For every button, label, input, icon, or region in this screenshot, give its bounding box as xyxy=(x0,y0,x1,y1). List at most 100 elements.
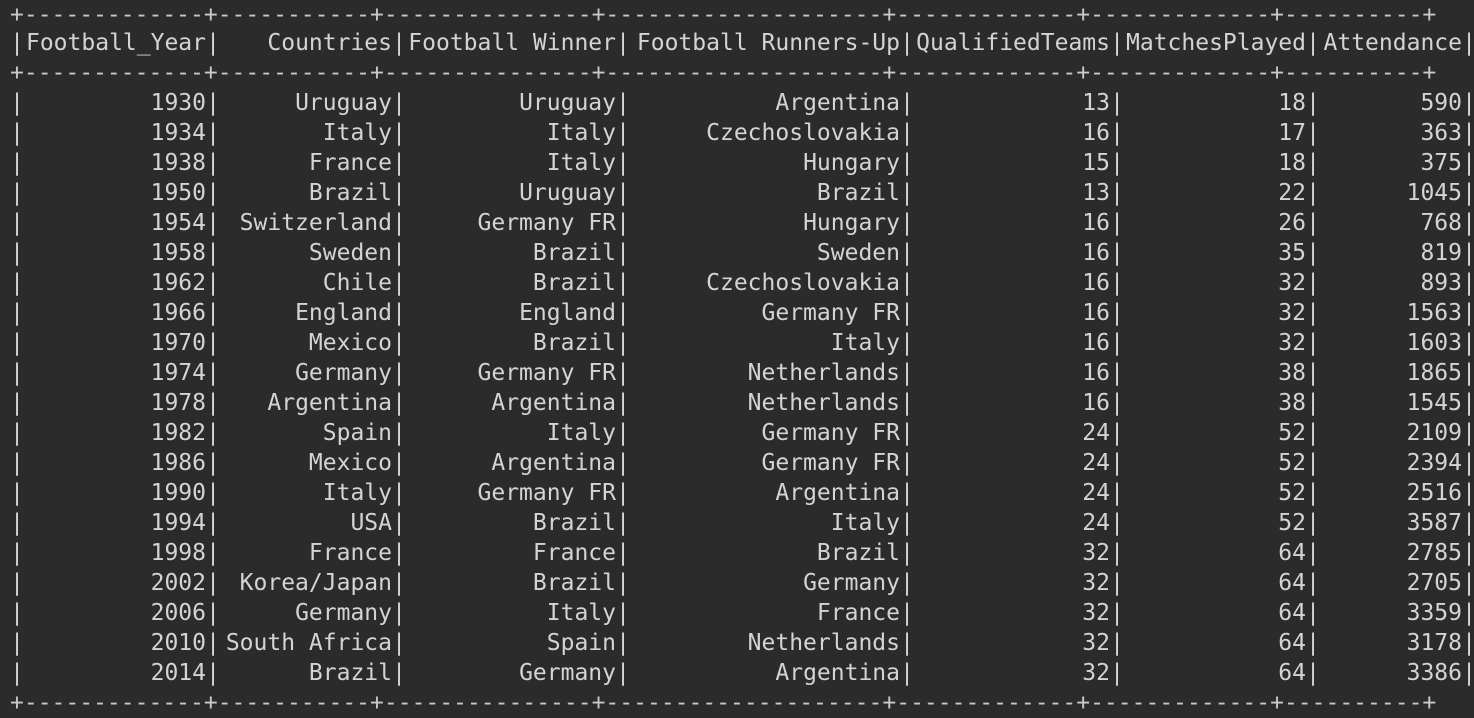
table-border-bottom: +-------------+-----------+-------------… xyxy=(10,690,1437,716)
table-cell: England xyxy=(519,300,616,326)
column-separator: | xyxy=(10,450,24,476)
column-separator: | xyxy=(10,660,24,686)
column-separator: | xyxy=(206,30,220,56)
table-row: | 1950| Brazil| Uruguay| Brazil| 13| 22| 1045| xyxy=(10,178,1474,208)
column-separator: | xyxy=(392,390,406,416)
table-cell: 16 xyxy=(1082,120,1110,146)
table-cell: 16 xyxy=(1082,390,1110,416)
table-border-top: +-------------+-----------+-------------… xyxy=(10,2,1437,28)
column-separator: | xyxy=(10,210,24,236)
column-separator: | xyxy=(1110,30,1124,56)
column-separator: | xyxy=(1110,510,1124,536)
column-separator: | xyxy=(392,510,406,536)
table-cell: France xyxy=(532,540,616,566)
table-cell: 3386 xyxy=(1406,660,1462,686)
column-separator: | xyxy=(1306,210,1320,236)
table-row: | 1970| Mexico| Brazil| Italy| 16| 32| 1603| xyxy=(10,328,1474,358)
column-separator: | xyxy=(1306,570,1320,596)
column-separator: | xyxy=(616,120,630,146)
table-cell: 32 xyxy=(1082,600,1110,626)
column-separator: | xyxy=(616,510,630,536)
column-separator: | xyxy=(1462,630,1474,656)
table-cell: 1994 xyxy=(150,510,206,536)
table-row: | 2002| Korea/Japan| Brazil| Germany| 32| 64| 2… xyxy=(10,568,1474,598)
column-separator: | xyxy=(1306,630,1320,656)
table-cell: Uruguay xyxy=(519,180,616,206)
table-row: | 1990| Italy| Germany FR| Argentina| 24| 52| 2… xyxy=(10,478,1474,508)
column-separator: | xyxy=(616,360,630,386)
table-cell: 1950 xyxy=(150,180,206,206)
column-separator: | xyxy=(1306,360,1320,386)
table-cell: 3359 xyxy=(1406,600,1462,626)
table-cell: 363 xyxy=(1420,120,1462,146)
column-separator: | xyxy=(392,480,406,506)
table-cell: Italy xyxy=(546,420,616,446)
column-separator: | xyxy=(1462,300,1474,326)
table-cell: 17 xyxy=(1278,120,1306,146)
column-separator: | xyxy=(10,120,24,146)
table-cell: France xyxy=(308,150,392,176)
column-separator: | xyxy=(10,600,24,626)
column-separator: | xyxy=(10,630,24,656)
column-separator: | xyxy=(1462,180,1474,206)
column-separator: | xyxy=(1110,450,1124,476)
table-row: | 1994| USA| Brazil| Italy| 24| 52| 3587| xyxy=(10,508,1474,538)
table-header: |Football_Year| Countries| Football Winner… xyxy=(10,28,1474,58)
table-cell: 1978 xyxy=(150,390,206,416)
table-cell: 32 xyxy=(1082,570,1110,596)
column-separator: | xyxy=(900,150,914,176)
column-separator: | xyxy=(616,570,630,596)
column-separator: | xyxy=(206,660,220,686)
table-cell: 26 xyxy=(1278,210,1306,236)
column-separator: | xyxy=(1462,120,1474,146)
table-cell: 819 xyxy=(1420,240,1462,266)
column-separator: | xyxy=(1306,450,1320,476)
column-separator: | xyxy=(1306,270,1320,296)
column-separator: | xyxy=(392,120,406,146)
table-cell: 1934 xyxy=(150,120,206,146)
table-row: | 1930| Uruguay| Uruguay| Argentina| 13| 18| 59… xyxy=(10,88,1474,118)
column-separator: | xyxy=(1462,270,1474,296)
column-separator: | xyxy=(206,600,220,626)
column-separator: | xyxy=(616,150,630,176)
table-cell: USA xyxy=(350,510,392,536)
table-cell: Sweden xyxy=(816,240,900,266)
column-separator: | xyxy=(616,420,630,446)
table-cell: 38 xyxy=(1278,360,1306,386)
column-separator: | xyxy=(616,300,630,326)
column-separator: | xyxy=(1110,210,1124,236)
column-separator: | xyxy=(392,600,406,626)
column-separator: | xyxy=(1462,240,1474,266)
table-cell: Brazil xyxy=(308,660,392,686)
table-cell: France xyxy=(816,600,900,626)
column-separator: | xyxy=(392,570,406,596)
table-cell: 24 xyxy=(1082,510,1110,536)
column-separator: | xyxy=(1462,570,1474,596)
column-separator: | xyxy=(900,510,914,536)
column-separator: | xyxy=(900,180,914,206)
column-separator: | xyxy=(1462,210,1474,236)
column-separator: | xyxy=(10,510,24,536)
column-separator: | xyxy=(392,420,406,446)
table-cell: 64 xyxy=(1278,600,1306,626)
table-cell: 18 xyxy=(1278,90,1306,116)
column-separator: | xyxy=(1462,480,1474,506)
column-separator: | xyxy=(1110,300,1124,326)
table-cell: Italy xyxy=(830,510,900,536)
column-separator: | xyxy=(900,420,914,446)
table-cell: Germany xyxy=(519,660,616,686)
column-separator: | xyxy=(616,180,630,206)
column-separator: | xyxy=(206,390,220,416)
table-cell: France xyxy=(308,540,392,566)
table-cell: Italy xyxy=(322,480,392,506)
column-separator: | xyxy=(10,180,24,206)
table-cell: 1986 xyxy=(150,450,206,476)
table-cell: Hungary xyxy=(803,210,900,236)
table-cell: Argentina xyxy=(491,450,616,476)
column-separator: | xyxy=(10,90,24,116)
column-separator: | xyxy=(392,150,406,176)
column-separator: | xyxy=(1462,420,1474,446)
column-separator: | xyxy=(10,270,24,296)
table-cell: 13 xyxy=(1082,180,1110,206)
